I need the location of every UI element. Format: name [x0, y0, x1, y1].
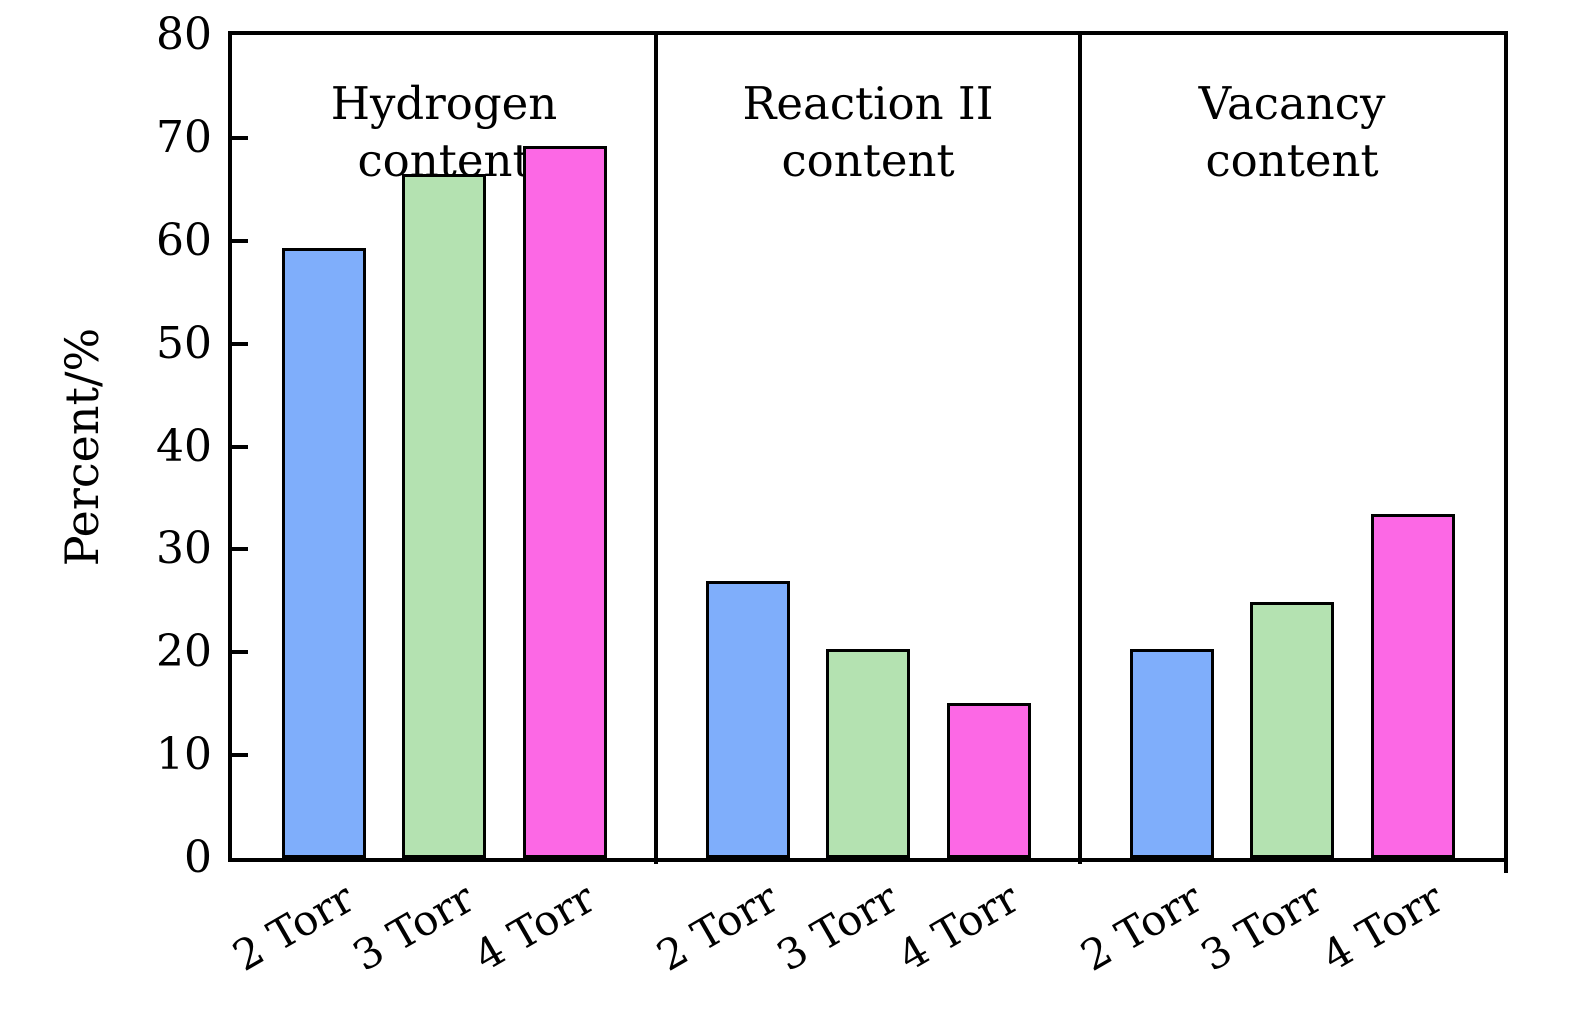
y-tick-label: 40 — [156, 420, 212, 472]
bar-hydrogen-3-torr — [402, 173, 486, 858]
panel-title: Reaction II content — [742, 77, 994, 187]
y-tick-label: 20 — [156, 626, 212, 678]
y-axis-tick — [232, 135, 248, 140]
bar-hydrogen-2-torr — [281, 247, 366, 858]
y-tick-label: 70 — [156, 111, 212, 163]
bar-hydrogen-4-torr — [522, 146, 607, 858]
plot-area: Hydrogen content Reaction II content Vacan… — [228, 31, 1508, 873]
x-axis-end-tick — [1504, 858, 1508, 873]
y-axis-tick — [232, 547, 248, 552]
y-tick-label: 80 — [156, 9, 212, 60]
bar-reaction-ii-4-torr — [946, 702, 1031, 858]
y-tick-label: 0 — [184, 832, 212, 883]
y-tick-label: 60 — [156, 214, 212, 266]
y-tick-label: 10 — [156, 729, 212, 781]
y-axis-tick — [232, 650, 248, 655]
bar-reaction-ii-3-torr — [826, 649, 910, 858]
y-axis-tick — [232, 238, 248, 243]
y-tick-label: 50 — [156, 317, 212, 369]
y-axis-tick — [232, 341, 248, 346]
bar-chart: Percent/% Hydrogen content Reaction II co… — [55, 9, 1508, 981]
y-axis-tick — [232, 444, 248, 449]
panel-divider — [654, 35, 658, 864]
y-tick-label: 30 — [156, 523, 212, 575]
bar-vacancy-4-torr — [1370, 514, 1455, 858]
bar-vacancy-2-torr — [1129, 649, 1214, 858]
bar-reaction-ii-2-torr — [705, 581, 790, 858]
panel-divider — [1078, 35, 1082, 864]
panel-title: Vacancy content — [1198, 77, 1386, 187]
bar-vacancy-3-torr — [1250, 601, 1334, 858]
panel-title: Hydrogen content — [330, 77, 558, 187]
y-axis-tick — [232, 753, 248, 758]
